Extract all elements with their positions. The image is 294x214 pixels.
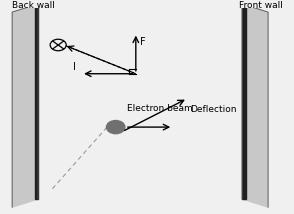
Polygon shape xyxy=(35,4,38,199)
Text: Back wall: Back wall xyxy=(12,1,55,10)
Polygon shape xyxy=(242,4,268,207)
Text: Front wall: Front wall xyxy=(239,1,283,10)
Polygon shape xyxy=(12,4,38,207)
Circle shape xyxy=(106,120,125,134)
Polygon shape xyxy=(242,4,245,199)
Text: Deflection: Deflection xyxy=(191,104,237,113)
Text: Electron beam: Electron beam xyxy=(127,104,193,113)
Text: I: I xyxy=(73,62,76,72)
Text: F: F xyxy=(140,37,146,47)
